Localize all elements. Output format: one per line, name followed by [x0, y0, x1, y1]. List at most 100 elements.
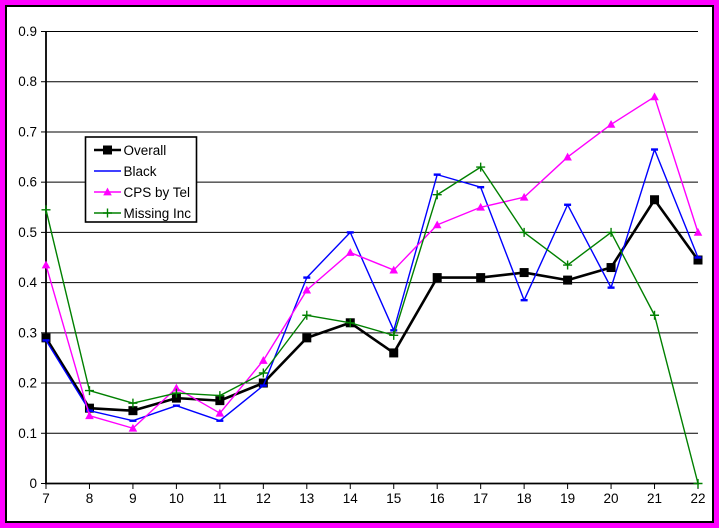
x-tick-label: 13	[299, 491, 314, 506]
series-line-cps-by-tel	[45, 96, 699, 429]
marker-cps-by-tel	[128, 423, 138, 432]
axes	[41, 31, 699, 489]
x-tick-label: 19	[560, 491, 575, 506]
legend-marker-overall	[103, 145, 112, 155]
marker-overall	[128, 406, 138, 416]
legend-marker-missing-inc	[103, 208, 112, 218]
marker-overall	[302, 333, 312, 343]
marker-cps-by-tel	[606, 120, 616, 128]
marker-overall	[389, 348, 399, 358]
marker-overall	[432, 273, 442, 283]
marker-missing-inc	[563, 260, 573, 270]
marker-black	[564, 203, 572, 206]
marker-cps-by-tel	[172, 383, 181, 392]
marker-cps-by-tel	[389, 265, 399, 274]
marker-overall	[258, 378, 268, 388]
marker-overall	[693, 255, 703, 265]
y-tick-label: 0.7	[18, 124, 37, 139]
marker-missing-inc	[389, 330, 399, 340]
marker-black	[216, 419, 224, 422]
marker-missing-inc	[258, 368, 268, 378]
marker-overall	[41, 333, 51, 343]
marker-overall	[650, 195, 660, 205]
series-overall	[41, 195, 703, 416]
x-tick-label: 21	[647, 491, 662, 506]
marker-black	[259, 384, 267, 387]
marker-missing-inc	[302, 310, 312, 320]
y-tick-label: 0.9	[18, 24, 37, 39]
marker-cps-by-tel	[476, 202, 485, 211]
marker-black	[85, 409, 93, 412]
x-tick-label: 10	[169, 491, 184, 506]
y-tick-label: 0.2	[18, 376, 37, 391]
inner-black-border	[5, 5, 714, 523]
marker-missing-inc	[41, 205, 51, 215]
marker-overall	[606, 263, 616, 273]
marker-black	[433, 173, 441, 176]
series-black	[42, 148, 702, 422]
marker-overall	[563, 275, 573, 285]
series-line-black	[45, 148, 699, 422]
marker-cps-by-tel	[345, 248, 355, 256]
x-tick-label: 14	[343, 491, 359, 506]
marker-black	[520, 298, 528, 302]
legend-label: Missing Inc	[124, 206, 192, 221]
legend-label: Black	[124, 164, 157, 179]
marker-missing-inc	[650, 310, 660, 320]
marker-overall	[476, 273, 486, 283]
legend-item-cps-by-tel: CPS by Tel	[94, 185, 190, 200]
legend-label: CPS by Tel	[124, 185, 191, 200]
marker-missing-inc	[171, 388, 181, 398]
marker-missing-inc	[519, 227, 529, 237]
y-tick-label: 0.4	[18, 275, 37, 290]
y-tick-label: 0.5	[18, 225, 37, 240]
x-tick-label: 18	[517, 491, 532, 506]
y-tick-label: 0.1	[18, 426, 37, 441]
y-axis-labels: 0 0.1 0.2 0.3 0.4 0.5 0.6 0.7 0.8 0.9	[18, 24, 37, 491]
marker-cps-by-tel	[693, 227, 703, 236]
x-tick-label: 7	[42, 491, 50, 506]
y-tick-label: 0.6	[18, 175, 37, 190]
marker-black	[607, 286, 615, 289]
marker-missing-inc	[128, 398, 138, 408]
marker-missing-inc	[345, 318, 355, 328]
legend-label: Overall	[124, 143, 167, 158]
marker-cps-by-tel	[563, 152, 572, 161]
marker-cps-by-tel	[650, 92, 659, 101]
x-tick-label: 8	[86, 491, 94, 506]
series-line-overall	[44, 198, 700, 412]
series-missing-inc	[41, 162, 703, 488]
legend-item-missing-inc: Missing Inc	[94, 206, 191, 221]
y-tick-label: 0	[29, 476, 37, 491]
marker-cps-by-tel	[432, 220, 442, 229]
marker-missing-inc	[432, 190, 442, 200]
marker-cps-by-tel	[85, 411, 94, 420]
x-tick-label: 12	[256, 491, 271, 506]
marker-cps-by-tel	[302, 285, 312, 294]
marker-black	[477, 185, 485, 189]
marker-black	[694, 256, 702, 259]
legend-item-black: Black	[94, 164, 157, 179]
marker-cps-by-tel	[215, 408, 225, 417]
marker-black	[172, 404, 180, 407]
x-tick-label: 15	[386, 491, 401, 506]
marker-black	[129, 419, 137, 422]
x-tick-label: 22	[690, 491, 705, 506]
legend-item-overall: Overall	[94, 143, 166, 158]
y-tick-label: 0.8	[18, 74, 37, 89]
marker-missing-inc	[476, 162, 486, 172]
legend: Overall Black CPS by Tel Missing Inc	[84, 136, 198, 223]
marker-black	[346, 231, 354, 234]
legend-marker-cps-by-tel	[103, 187, 112, 196]
marker-black	[390, 329, 398, 332]
y-tick-label: 0.3	[18, 325, 37, 340]
marker-overall	[519, 268, 529, 278]
marker-black	[651, 148, 659, 151]
marker-missing-inc	[693, 479, 703, 488]
marker-overall	[171, 393, 181, 403]
x-tick-label: 9	[129, 491, 137, 506]
marker-black	[42, 339, 50, 342]
x-tick-label: 16	[430, 491, 445, 506]
